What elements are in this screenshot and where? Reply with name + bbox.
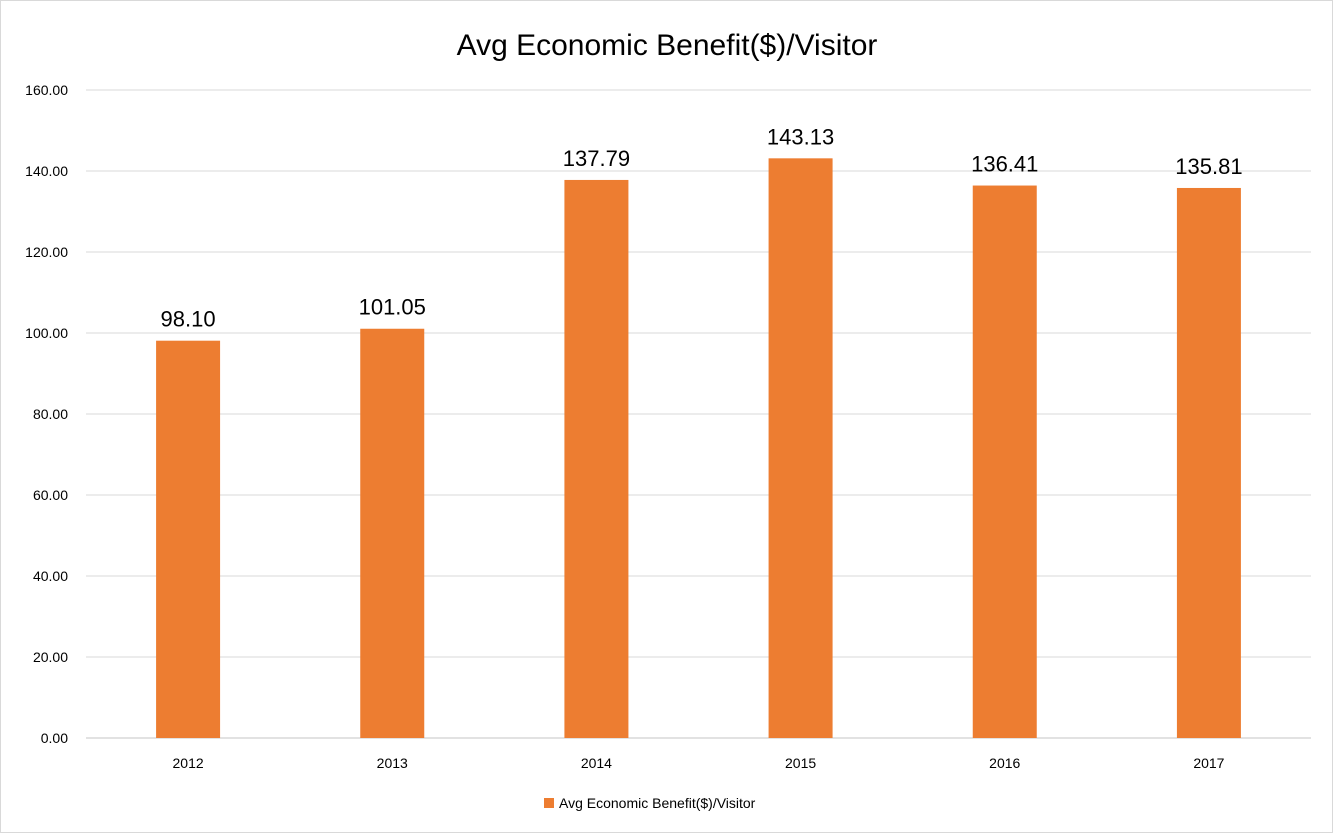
data-labels: 98.10 101.05 137.79 143.13 136.41 135.81 xyxy=(161,124,1243,331)
bar-2017 xyxy=(1176,187,1241,739)
y-tick-label: 160.00 xyxy=(25,82,68,98)
y-tick-label: 0.00 xyxy=(41,730,68,746)
legend-label: Avg Economic Benefit($)/Visitor xyxy=(559,795,756,811)
legend: Avg Economic Benefit($)/Visitor xyxy=(544,795,756,811)
x-tick-label: 2012 xyxy=(173,755,204,771)
y-axis-ticks: 0.00 20.00 40.00 60.00 80.00 100.00 120.00 140.… xyxy=(25,82,68,746)
x-tick-label: 2015 xyxy=(785,755,816,771)
data-label-2016: 136.41 xyxy=(971,152,1038,177)
x-tick-label: 2013 xyxy=(377,755,408,771)
bar-2012 xyxy=(156,340,221,738)
bar-2014 xyxy=(564,179,629,738)
bar-2013 xyxy=(360,328,425,738)
y-tick-label: 80.00 xyxy=(33,406,68,422)
bar-2015 xyxy=(768,158,833,739)
x-axis-ticks: 2012 2013 2014 2015 2016 2017 xyxy=(173,755,1225,771)
y-tick-label: 140.00 xyxy=(25,163,68,179)
data-label-2015: 143.13 xyxy=(767,124,834,149)
y-tick-label: 120.00 xyxy=(25,244,68,260)
x-tick-label: 2017 xyxy=(1193,755,1224,771)
x-tick-label: 2016 xyxy=(989,755,1020,771)
gridlines xyxy=(86,89,1311,739)
bars xyxy=(156,158,1241,739)
y-tick-label: 60.00 xyxy=(33,487,68,503)
chart-title: Avg Economic Benefit($)/Visitor xyxy=(457,29,878,62)
legend-swatch xyxy=(544,798,554,808)
data-label-2014: 137.79 xyxy=(563,146,630,171)
data-label-2013: 101.05 xyxy=(359,295,426,320)
y-tick-label: 40.00 xyxy=(33,568,68,584)
data-label-2012: 98.10 xyxy=(161,307,216,332)
data-label-2017: 135.81 xyxy=(1175,154,1242,179)
bar-2016 xyxy=(972,185,1037,739)
x-tick-label: 2014 xyxy=(581,755,612,771)
y-tick-label: 20.00 xyxy=(33,649,68,665)
y-tick-label: 100.00 xyxy=(25,325,68,341)
